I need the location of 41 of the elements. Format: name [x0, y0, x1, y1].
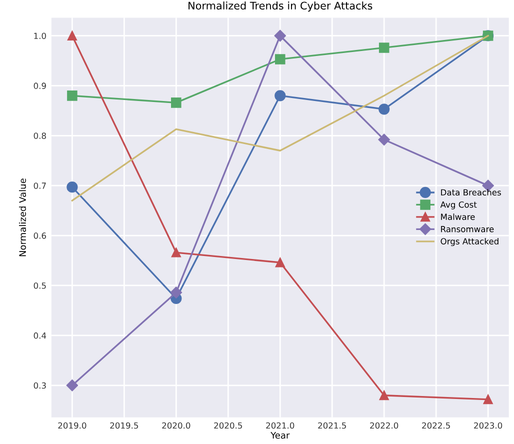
point	[171, 98, 182, 108]
chart-title: Normalized Trends in Cyber Attacks	[188, 2, 372, 12]
point	[170, 286, 182, 298]
point	[66, 182, 78, 193]
y-tick-label: 0.3	[34, 382, 46, 389]
point	[274, 54, 286, 64]
y-axis-title: Normalized Value	[18, 178, 26, 256]
point	[67, 90, 78, 101]
x-tick-label: 2019.5	[110, 422, 138, 429]
point	[67, 31, 77, 40]
x-tick-label: 2019.0	[58, 422, 86, 429]
y-tick-label: 0.8	[34, 132, 46, 139]
x-tick-label: 2023.0	[474, 422, 502, 429]
x-tick-label: 2021.0	[266, 422, 294, 429]
x-tick-label: 2020.0	[162, 422, 190, 429]
point	[378, 104, 390, 115]
x-tick-label: 2022.5	[422, 422, 450, 429]
point	[171, 248, 181, 258]
y-tick-label: 0.5	[34, 282, 46, 289]
point	[378, 42, 390, 53]
point	[379, 390, 389, 400]
point	[274, 30, 286, 42]
legend-label: Data Breaches	[441, 189, 501, 196]
point	[378, 134, 390, 146]
y-tick-label: 1.0	[34, 32, 46, 40]
x-tick-label: 2020.5	[214, 422, 242, 429]
legend-label: Orgs Attacked	[440, 238, 498, 246]
x-tick-label: 2022.0	[370, 422, 398, 429]
point	[66, 380, 78, 392]
legend-label: Ransomware	[441, 226, 494, 232]
x-axis-title: Year	[270, 432, 290, 439]
point	[483, 394, 493, 404]
x-tick-label: 2021.5	[318, 422, 346, 429]
y-tick-label: 0.7	[34, 182, 46, 189]
legend-label: Malware	[441, 214, 475, 220]
y-tick-label: 0.6	[34, 232, 46, 239]
legend-label: Avg Cost	[440, 201, 477, 210]
point	[274, 90, 286, 102]
y-tick-label: 0.9	[34, 82, 46, 89]
y-tick-label: 0.4	[34, 332, 46, 339]
point	[275, 258, 285, 268]
